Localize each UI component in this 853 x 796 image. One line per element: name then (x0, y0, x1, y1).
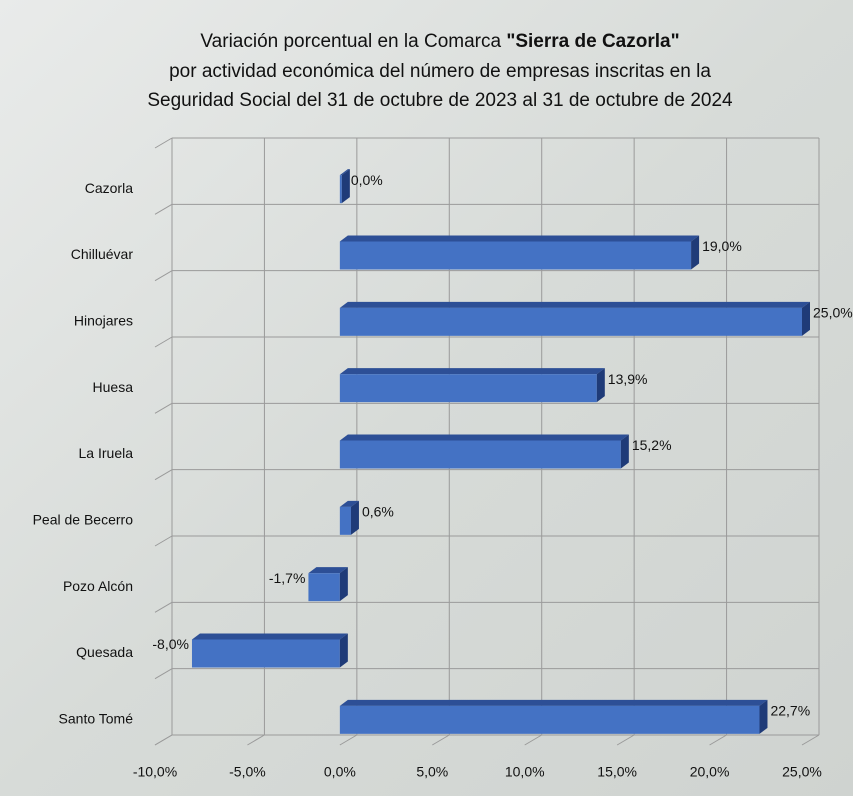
bar-top (339, 169, 350, 176)
floor-line (432, 734, 450, 746)
x-tick-label: -10,0% (133, 764, 177, 780)
bar (339, 699, 768, 734)
bar-side (350, 500, 359, 535)
x-tick-label: 10,0% (505, 764, 545, 780)
bar (191, 633, 348, 668)
y-tick-label: Cazorla (85, 180, 133, 196)
floor-line (616, 734, 635, 746)
bar (339, 169, 350, 204)
y-tick-label: Quesada (76, 644, 133, 660)
y-tick-label: Santo Tomé (59, 711, 134, 727)
bar (339, 301, 810, 336)
bar-top (339, 235, 700, 242)
bar (308, 567, 348, 602)
bar (339, 500, 359, 535)
y-tick-label: Peal de Becerro (33, 512, 134, 528)
floor-line (709, 734, 727, 746)
floor-line (524, 734, 542, 746)
floor-line (339, 734, 358, 746)
floor-line (801, 734, 820, 746)
bar-top (308, 567, 348, 574)
bar-side (596, 368, 605, 403)
y-tick-label: Chilluévar (71, 246, 134, 262)
bar-side (341, 169, 350, 204)
bar (339, 368, 605, 403)
value-label: 13,9% (608, 371, 648, 387)
x-tick-label: 25,0% (782, 764, 822, 780)
side-line (154, 270, 173, 282)
chart-title: Variación porcentual en la Comarca "Sier… (200, 31, 679, 52)
x-tick-label: -5,0% (229, 764, 266, 780)
bar-front (191, 639, 340, 668)
x-tick-label: 20,0% (690, 764, 730, 780)
value-label: 15,2% (632, 437, 672, 453)
side-line (154, 668, 173, 680)
bar-side (620, 434, 629, 469)
bar-side (339, 567, 348, 602)
y-tick-label: La Iruela (79, 445, 134, 461)
x-tick-label: 15,0% (597, 764, 637, 780)
bar-front (339, 705, 760, 734)
side-line (154, 535, 173, 547)
side-line (154, 203, 173, 215)
bar-front (339, 506, 351, 535)
value-label: 22,7% (770, 703, 810, 719)
bar-front (339, 175, 342, 204)
value-label: -1,7% (269, 570, 306, 586)
bar-side (802, 301, 810, 336)
bar-top (339, 301, 810, 308)
y-tick-label: Huesa (93, 379, 134, 395)
bar-side (691, 235, 700, 270)
chart-subtitle: por actividad económica del número de em… (169, 61, 711, 82)
side-line (154, 336, 173, 348)
value-label: 0,0% (351, 172, 383, 188)
y-tick-label: Hinojares (74, 313, 133, 329)
x-tick-label: 0,0% (324, 764, 356, 780)
bar-top (339, 368, 605, 375)
side-line (154, 137, 173, 149)
bar-top (339, 699, 768, 706)
x-tick-label: 5,0% (416, 764, 448, 780)
side-line (154, 402, 173, 414)
bar (339, 434, 629, 469)
chart-subtitle: Seguridad Social del 31 de octubre de 20… (147, 90, 733, 111)
bar-front (339, 374, 597, 403)
value-label: -8,0% (152, 636, 189, 652)
bar-top (339, 434, 629, 441)
bar-front (339, 307, 802, 336)
side-line (154, 734, 173, 746)
bar-front (308, 573, 340, 602)
bar-front (339, 241, 692, 270)
value-label: 25,0% (813, 305, 853, 321)
bar-side (759, 699, 768, 734)
bar (339, 235, 700, 270)
side-line (154, 469, 173, 481)
side-line (154, 601, 173, 613)
y-tick-label: Pozo Alcón (63, 578, 133, 594)
value-label: 0,6% (362, 504, 394, 520)
bar-front (339, 440, 621, 469)
floor-line (247, 734, 265, 746)
bar-side (339, 633, 348, 668)
value-label: 19,0% (702, 238, 742, 254)
bar-top (191, 633, 348, 640)
bar-top (339, 500, 359, 507)
